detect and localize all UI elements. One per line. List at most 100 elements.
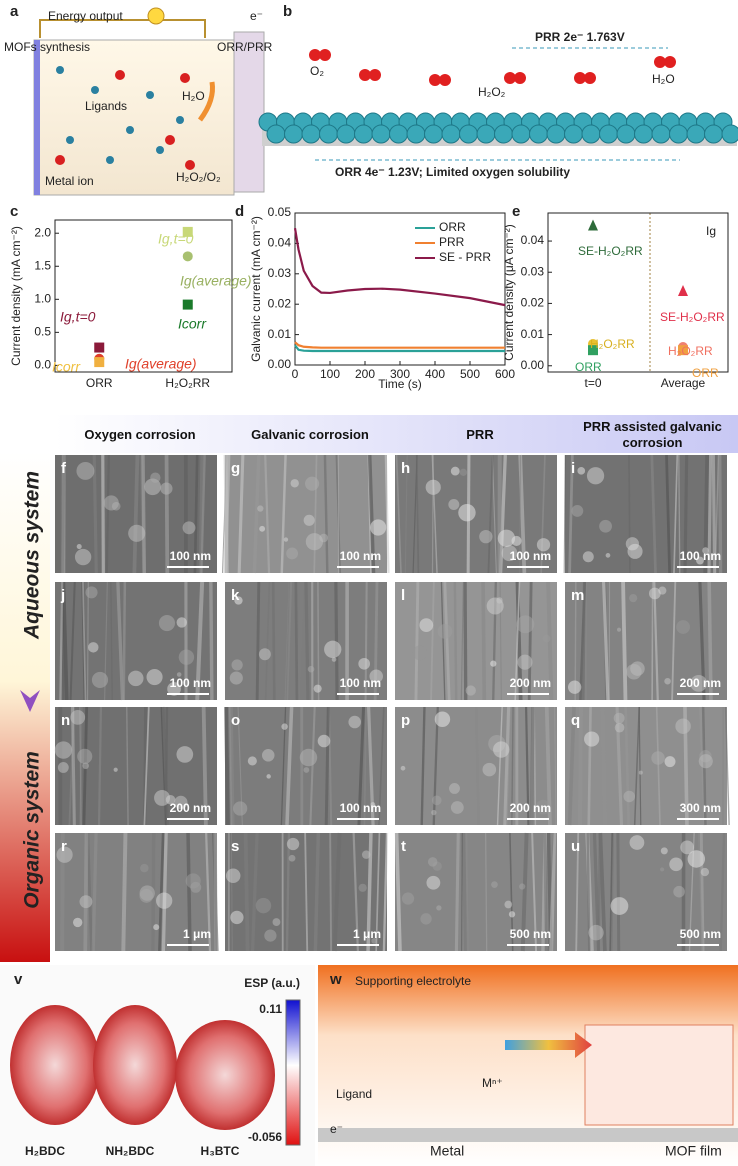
scale-label: 200 nm (680, 676, 721, 690)
y-tick-label: 2.0 (34, 225, 51, 239)
data-line (294, 344, 505, 353)
x-axis-label: Time (s) (378, 377, 422, 391)
sem-texture (195, 581, 205, 701)
sem-texture (82, 581, 87, 701)
particle (55, 155, 65, 165)
sem-texture (509, 832, 514, 952)
panel-letter: e (512, 203, 520, 220)
sem-texture (482, 762, 497, 777)
sem-texture (676, 620, 691, 634)
molecule-atom (359, 69, 371, 81)
sem-texture (453, 581, 458, 701)
sem-texture (324, 640, 342, 658)
atom (371, 124, 391, 144)
sem-texture (629, 593, 638, 603)
sem-texture (364, 581, 368, 701)
atom (354, 124, 373, 144)
sem-texture (616, 832, 621, 952)
sem-texture (609, 832, 613, 952)
plot-frame (54, 219, 233, 373)
data-point (588, 345, 598, 356)
sem-texture (588, 924, 604, 941)
label: Energy output (48, 9, 123, 23)
sem-texture (650, 454, 657, 574)
sem-texture (280, 454, 287, 574)
sem-texture (370, 519, 387, 536)
image-letter: t (401, 838, 406, 855)
sem-texture (543, 832, 548, 952)
sem-texture (707, 454, 713, 574)
mof-film (584, 1024, 734, 1126)
label: H₂O₂/O₂ (176, 170, 221, 184)
panel-letter: c (10, 203, 18, 220)
scale-label: 200 nm (510, 801, 551, 815)
sem-texture (91, 832, 98, 952)
header-strip (55, 415, 738, 453)
sem-texture (577, 467, 586, 475)
sem-texture (139, 888, 154, 903)
data-point (678, 284, 688, 296)
panel-w: w Supporting electrolyte Ligand Mⁿ⁺ e⁻ M… (318, 965, 738, 1166)
y-tick-label: 0.5 (34, 325, 51, 339)
annotation: H₂O₂RR (668, 344, 713, 358)
sem-texture (536, 538, 551, 552)
x-tick-label: ORR (86, 376, 113, 390)
sem-texture (281, 723, 288, 730)
sem-texture (431, 795, 442, 806)
particle (56, 66, 64, 74)
atom (266, 124, 286, 144)
sem-texture (485, 832, 488, 952)
sem-texture (493, 741, 510, 758)
y-axis-label: Galvanic current (mA cm⁻²) (249, 216, 263, 362)
sem-texture (229, 706, 233, 826)
panel-v: v ESP (a.u.) 0.11 -0.056 H₂BDC NH₂BDC H₃… (0, 965, 315, 1166)
sem-texture (79, 706, 82, 826)
sem-texture (614, 722, 625, 733)
label: Metal (430, 1143, 464, 1159)
sem-texture (231, 659, 243, 671)
molecule (175, 1020, 275, 1130)
sem-texture (434, 711, 451, 727)
sem-texture (294, 581, 299, 701)
legend-label: PRR (439, 235, 465, 249)
sem-texture (334, 581, 339, 701)
sem-texture (461, 832, 468, 952)
sem-texture (91, 671, 109, 689)
scale-label: 1 μm (183, 927, 211, 941)
annotation: Ig (706, 224, 716, 238)
particle (176, 116, 184, 124)
colorbar-label: 0.11 (259, 1002, 282, 1016)
y-tick-label: 0.04 (268, 236, 292, 250)
x-tick-label: Average (661, 376, 706, 390)
image-letter: i (571, 460, 575, 477)
label: MOF film (665, 1143, 722, 1159)
scale-label: 200 nm (510, 676, 551, 690)
sem-texture (540, 454, 546, 574)
sem-texture (87, 581, 89, 701)
data-line (293, 228, 506, 307)
sem-texture (266, 774, 271, 779)
sem-texture (141, 454, 147, 574)
sem-texture (230, 832, 233, 952)
label: H₂O (182, 89, 205, 103)
sem-texture (711, 454, 717, 574)
y-tick-label: 0.02 (521, 296, 545, 310)
particle (66, 136, 74, 144)
sem-texture (122, 581, 127, 701)
sem-texture (582, 551, 594, 563)
sem-texture (313, 454, 318, 574)
sem-texture (443, 581, 451, 701)
sem-texture (584, 731, 600, 747)
sem-texture (176, 746, 194, 763)
sem-texture (128, 670, 144, 687)
sem-texture (288, 854, 296, 862)
sem-texture (299, 748, 318, 767)
sem-texture (243, 832, 250, 952)
sem-texture (529, 706, 535, 826)
sem-texture (436, 905, 442, 911)
sem-texture (366, 832, 373, 952)
image-letter: m (571, 587, 584, 604)
sem-texture (264, 929, 277, 942)
sem-texture (724, 706, 730, 826)
sem-texture (296, 581, 304, 701)
